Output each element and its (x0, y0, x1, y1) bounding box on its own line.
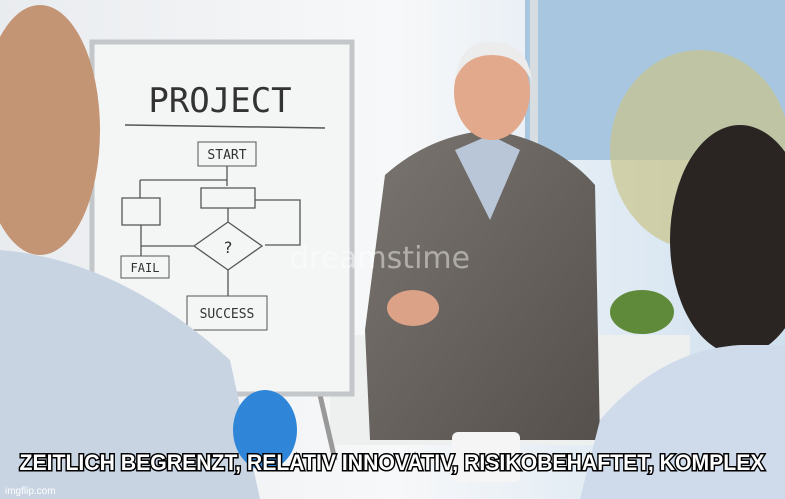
presenter-head (454, 44, 530, 140)
foreground-head-left (0, 5, 100, 255)
board-title: PROJECT (148, 81, 291, 121)
presenter-hair (455, 41, 532, 82)
credit: imgflip.com (5, 486, 56, 497)
flowchart-lines (121, 166, 301, 296)
blue-chair (233, 390, 297, 470)
meme-caption: ZEITLICH BEGRENZT, RELATIV INNOVATIV, RI… (20, 450, 765, 475)
underline (124, 124, 326, 129)
watermark: dreamstime (290, 241, 470, 276)
presenter-shirt (455, 135, 520, 220)
foreground-shoulder-left (0, 250, 260, 499)
presenter-hands (387, 290, 439, 326)
potted-plant (610, 290, 674, 334)
cup (452, 432, 520, 482)
fail-label: FAIL (131, 261, 160, 275)
success-label: SUCCESS (200, 307, 255, 322)
easel-leg (317, 394, 338, 461)
foreground-shoulder-right (580, 345, 785, 499)
presenter-suit (365, 130, 600, 440)
fail-box (120, 255, 170, 279)
foreground-head-right (670, 125, 785, 355)
decision-label: ? (223, 238, 233, 257)
success-box (186, 295, 268, 331)
start-label: START (207, 148, 246, 163)
